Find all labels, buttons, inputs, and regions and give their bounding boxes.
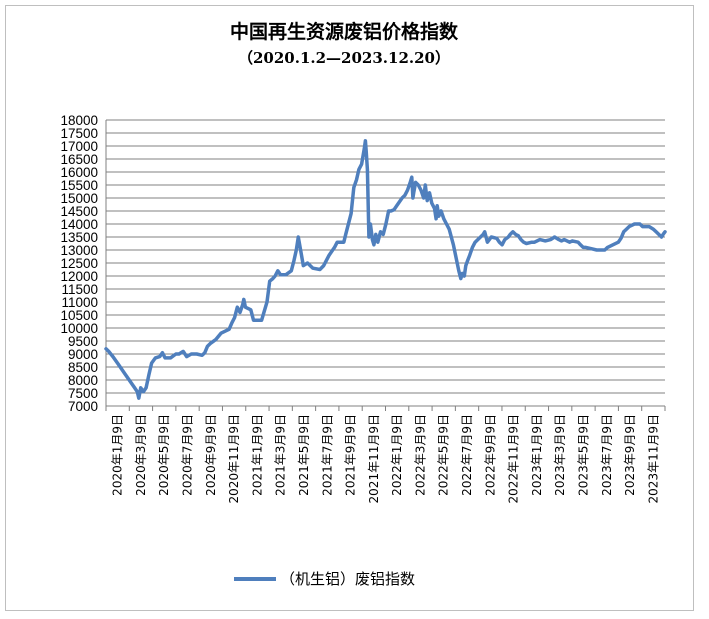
x-tick-label-5: 2020年11月9日 xyxy=(227,414,241,503)
chart-title: 中国再生资源废铝价格指数 xyxy=(230,20,459,43)
y-tick-label-9500: 9500 xyxy=(68,334,98,349)
x-tick-label-10: 2021年9月9日 xyxy=(344,414,358,496)
y-tick-label-8500: 8500 xyxy=(68,360,98,375)
chart-subtitle: （2020.1.2—2023.12.20） xyxy=(238,49,450,67)
x-tick-label-9: 2021年7月9日 xyxy=(320,414,334,496)
x-tick-label-8: 2021年5月9日 xyxy=(297,414,311,496)
x-tick-label-23: 2023年11月9日 xyxy=(646,414,660,503)
y-tick-label-14500: 14500 xyxy=(60,204,98,219)
x-tick-label-4: 2020年9月9日 xyxy=(204,414,218,496)
y-tick-label-10000: 10000 xyxy=(60,321,98,336)
x-tick-label-20: 2023年5月9日 xyxy=(576,414,590,496)
x-tick-label-18: 2023年1月9日 xyxy=(530,414,544,496)
x-tick-label-14: 2022年5月9日 xyxy=(437,414,451,496)
chart-frame: 中国再生资源废铝价格指数 （2020.1.2—2023.12.20） 7000 7… xyxy=(5,5,694,611)
x-tick-label-19: 2023年3月9日 xyxy=(553,414,567,496)
line-chart: 中国再生资源废铝价格指数 （2020.1.2—2023.12.20） 70007… xyxy=(60,20,667,588)
y-tick-label-10500: 10500 xyxy=(60,308,98,323)
x-tick-label-12: 2022年1月9日 xyxy=(390,414,404,496)
legend: （机生铝）废铝指数 xyxy=(234,570,415,588)
x-axis xyxy=(105,120,666,411)
gridlines xyxy=(106,119,665,407)
series-line-0 xyxy=(104,139,667,400)
x-axis-tick-labels: 2020年1月9日 2020年3月9日 2020年5月9日 2020年7月9日 2020… xyxy=(111,414,661,503)
y-tick-label-15500: 15500 xyxy=(60,178,98,193)
y-tick-label-16000: 16000 xyxy=(60,165,98,180)
y-tick-label-15000: 15000 xyxy=(60,191,98,206)
x-tick-label-17: 2022年11月9日 xyxy=(507,414,521,503)
x-tick-label-21: 2023年7月9日 xyxy=(600,414,614,496)
y-tick-label-8000: 8000 xyxy=(68,373,98,388)
series-group xyxy=(104,139,667,400)
x-tick-label-2: 2020年5月9日 xyxy=(157,414,171,496)
y-tick-label-12000: 12000 xyxy=(60,269,98,284)
y-tick-label-14000: 14000 xyxy=(60,217,98,232)
x-tick-label-0: 2020年1月9日 xyxy=(111,414,125,496)
x-tick-label-16: 2022年9月9日 xyxy=(483,414,497,496)
x-tick-label-22: 2023年9月9日 xyxy=(623,414,637,496)
y-tick-label-11000: 11000 xyxy=(61,295,98,310)
y-tick-label-11500: 11500 xyxy=(61,282,98,297)
x-tick-label-11: 2021年11月9日 xyxy=(367,414,381,503)
y-tick-label-17500: 17500 xyxy=(60,126,98,141)
y-tick-label-18000: 18000 xyxy=(60,113,98,128)
y-tick-label-9000: 9000 xyxy=(68,347,98,362)
x-tick-label-7: 2021年3月9日 xyxy=(274,414,288,496)
y-tick-label-7000: 7000 xyxy=(68,399,98,414)
y-tick-label-7500: 7500 xyxy=(68,386,98,401)
y-tick-label-12500: 12500 xyxy=(60,256,98,271)
x-tick-label-1: 2020年3月9日 xyxy=(134,414,148,496)
x-tick-label-6: 2021年1月9日 xyxy=(250,414,264,496)
y-tick-label-17000: 17000 xyxy=(60,139,98,154)
legend-label: （机生铝）废铝指数 xyxy=(280,570,415,588)
y-tick-label-13500: 13500 xyxy=(60,230,98,245)
x-tick-label-15: 2022年7月9日 xyxy=(460,414,474,496)
x-tick-label-13: 2022年3月9日 xyxy=(413,414,427,496)
y-tick-label-16500: 16500 xyxy=(60,152,98,167)
x-tick-label-3: 2020年7月9日 xyxy=(181,414,195,496)
y-axis-tick-labels: 7000750080008500900095001000010500110001… xyxy=(60,113,98,414)
y-tick-label-13000: 13000 xyxy=(60,243,98,258)
